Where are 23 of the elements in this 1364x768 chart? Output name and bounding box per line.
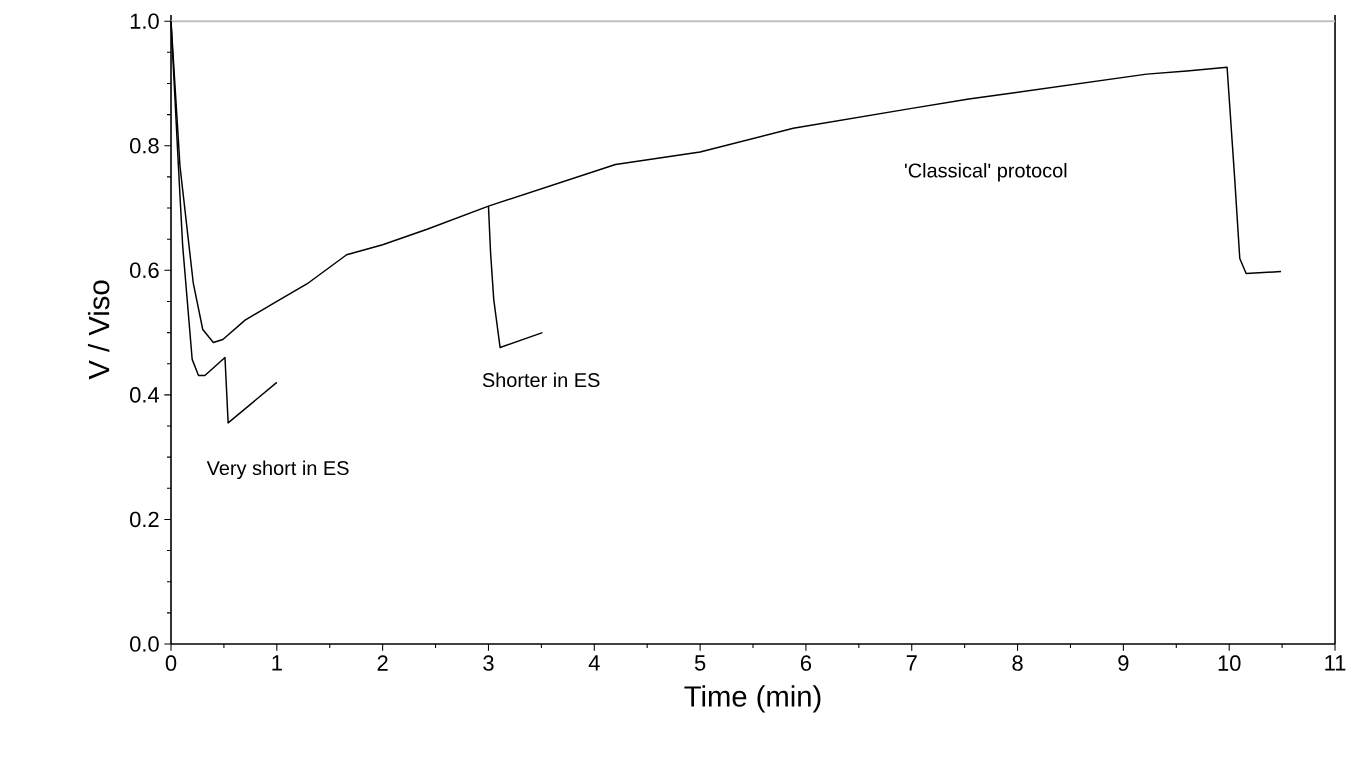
x-tick-label: 2: [377, 655, 388, 671]
y-tick-label: 0.2: [130, 511, 159, 528]
x-tick-label: 7: [906, 655, 917, 671]
x-tick-label: 8: [1012, 655, 1023, 671]
y-tick-label: 0.8: [130, 138, 159, 154]
x-tick-label: 3: [483, 655, 494, 671]
y-tick-label: 0.0: [130, 636, 159, 652]
x-tick-label: 1: [272, 655, 282, 671]
x-tick-label: 11: [1325, 655, 1346, 671]
x-tick-label: 5: [694, 655, 706, 671]
annotation: 'Classical' protocol: [904, 162, 1067, 182]
annotation: Very short in ES: [206, 460, 349, 480]
y-tick-label: 0.6: [130, 262, 159, 279]
y-tick-label: 0.4: [130, 387, 159, 403]
y-tick-label: 1.0: [130, 13, 159, 29]
x-tick-label: 6: [800, 655, 812, 671]
x-tick-label: 9: [1118, 655, 1129, 671]
x-tick-label: 0: [165, 655, 177, 671]
y-axis-title: V / Viso: [87, 280, 110, 380]
x-tick-label: 4: [588, 655, 600, 671]
annotation: Shorter in ES: [482, 372, 600, 388]
x-tick-label: 10: [1218, 655, 1241, 671]
x-axis-title: Time (min): [684, 685, 821, 713]
